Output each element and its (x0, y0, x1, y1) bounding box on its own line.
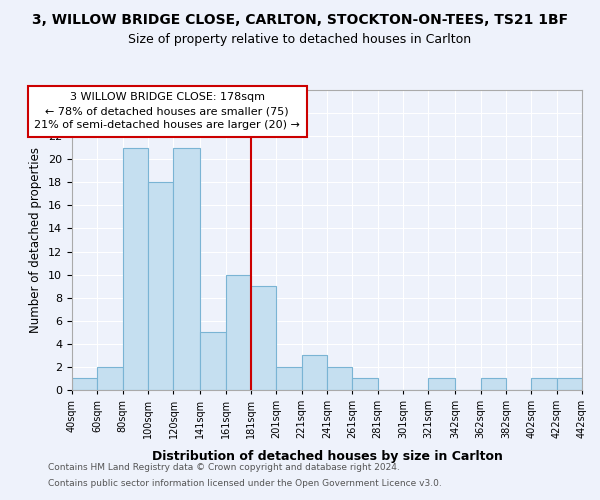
Bar (302, 356, 327, 390)
Bar (123, 148, 148, 390)
Text: 3 WILLOW BRIDGE CLOSE: 178sqm
← 78% of detached houses are smaller (75)
21% of s: 3 WILLOW BRIDGE CLOSE: 178sqm ← 78% of d… (34, 92, 300, 130)
Bar (97, 367, 123, 390)
Bar (148, 182, 173, 390)
Text: 3, WILLOW BRIDGE CLOSE, CARLTON, STOCKTON-ON-TEES, TS21 1BF: 3, WILLOW BRIDGE CLOSE, CARLTON, STOCKTO… (32, 12, 568, 26)
Bar (352, 378, 378, 390)
Bar (72, 378, 97, 390)
Text: Size of property relative to detached houses in Carlton: Size of property relative to detached ho… (128, 32, 472, 46)
Bar (557, 378, 582, 390)
Text: Contains public sector information licensed under the Open Government Licence v3: Contains public sector information licen… (48, 478, 442, 488)
Bar (251, 286, 276, 390)
Bar (327, 367, 352, 390)
Bar (276, 367, 302, 390)
Text: Contains HM Land Registry data © Crown copyright and database right 2024.: Contains HM Land Registry data © Crown c… (48, 464, 400, 472)
Bar (531, 378, 557, 390)
X-axis label: Distribution of detached houses by size in Carlton: Distribution of detached houses by size … (152, 450, 502, 462)
Bar (481, 378, 506, 390)
Bar (226, 274, 251, 390)
Bar (428, 378, 455, 390)
Y-axis label: Number of detached properties: Number of detached properties (29, 147, 43, 333)
Bar (173, 148, 200, 390)
Bar (200, 332, 226, 390)
